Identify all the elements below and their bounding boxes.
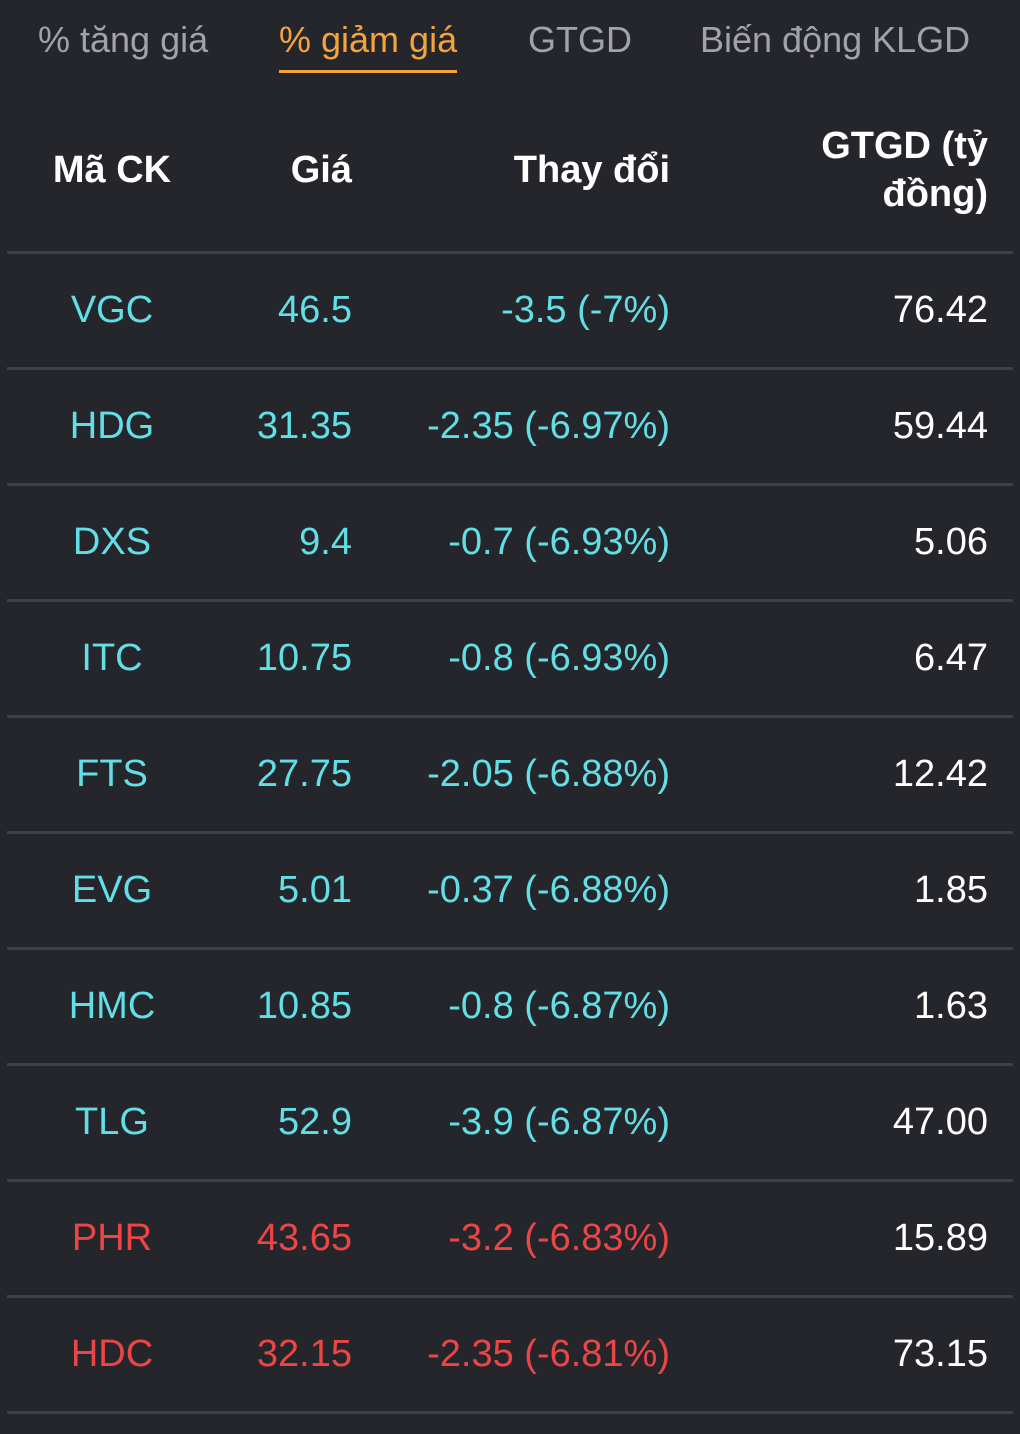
stock-change: -0.7 (-6.93%)	[352, 484, 670, 602]
stock-trading-value: 76.42	[670, 252, 1013, 370]
stock-change: -2.35 (-6.81%)	[352, 1296, 670, 1414]
table-row[interactable]: VGC 46.5 -3.5 (-7%) 76.42	[7, 252, 1013, 370]
stock-trading-value: 1.63	[670, 948, 1013, 1066]
stock-price: 46.5	[217, 252, 352, 370]
stock-change: -0.8 (-6.87%)	[352, 948, 670, 1066]
column-header-price[interactable]: Giá	[217, 88, 352, 254]
tab-top-gainers[interactable]: % tăng giá	[38, 19, 209, 60]
stock-table: Mã CK Giá Thay đổi GTGD (tỷ đồng) VGC 46…	[7, 88, 1013, 1414]
stock-symbol[interactable]: HDC	[7, 1296, 217, 1414]
stock-symbol[interactable]: FTS	[7, 716, 217, 834]
stock-trading-value: 6.47	[670, 600, 1013, 718]
tab-volume-change[interactable]: Biến động KLGD	[700, 19, 971, 60]
stock-price: 10.75	[217, 600, 352, 718]
table-row[interactable]: ITC 10.75 -0.8 (-6.93%) 6.47	[7, 600, 1013, 718]
stock-trading-value: 5.06	[670, 484, 1013, 602]
stock-symbol[interactable]: EVG	[7, 832, 217, 950]
stock-price: 10.85	[217, 948, 352, 1066]
stock-change: -0.8 (-6.93%)	[352, 600, 670, 718]
stock-symbol[interactable]: HDG	[7, 368, 217, 486]
stock-symbol[interactable]: VGC	[7, 252, 217, 370]
stock-trading-value: 73.15	[670, 1296, 1013, 1414]
stock-symbol[interactable]: ITC	[7, 600, 217, 718]
stock-trading-value: 12.42	[670, 716, 1013, 834]
table-row[interactable]: EVG 5.01 -0.37 (-6.88%) 1.85	[7, 832, 1013, 950]
stock-price: 27.75	[217, 716, 352, 834]
stock-price: 31.35	[217, 368, 352, 486]
stock-price: 9.4	[217, 484, 352, 602]
tab-trading-value[interactable]: GTGD	[528, 19, 632, 60]
table-row[interactable]: HMC 10.85 -0.8 (-6.87%) 1.63	[7, 948, 1013, 1066]
stock-price: 52.9	[217, 1064, 352, 1182]
stock-symbol[interactable]: DXS	[7, 484, 217, 602]
table-row[interactable]: FTS 27.75 -2.05 (-6.88%) 12.42	[7, 716, 1013, 834]
stock-change: -3.2 (-6.83%)	[352, 1180, 670, 1298]
stock-price: 43.65	[217, 1180, 352, 1298]
table-row[interactable]: HDG 31.35 -2.35 (-6.97%) 59.44	[7, 368, 1013, 486]
stock-trading-value: 1.85	[670, 832, 1013, 950]
table-header-row: Mã CK Giá Thay đổi GTGD (tỷ đồng)	[7, 88, 1013, 254]
stock-change: -0.37 (-6.88%)	[352, 832, 670, 950]
tab-top-losers[interactable]: % giảm giá	[279, 19, 458, 73]
table-row[interactable]: PHR 43.65 -3.2 (-6.83%) 15.89	[7, 1180, 1013, 1298]
stock-price: 32.15	[217, 1296, 352, 1414]
stock-trading-value: 15.89	[670, 1180, 1013, 1298]
stock-symbol[interactable]: PHR	[7, 1180, 217, 1298]
stock-change: -3.9 (-6.87%)	[352, 1064, 670, 1182]
tab-bar: % tăng giá % giảm giá GTGD Biến động KLG…	[0, 0, 1020, 88]
table-row[interactable]: HDC 32.15 -2.35 (-6.81%) 73.15	[7, 1296, 1013, 1414]
stock-symbol[interactable]: HMC	[7, 948, 217, 1066]
column-header-symbol[interactable]: Mã CK	[7, 88, 217, 254]
stock-change: -3.5 (-7%)	[352, 252, 670, 370]
stock-change: -2.35 (-6.97%)	[352, 368, 670, 486]
column-header-change[interactable]: Thay đổi	[352, 88, 670, 254]
stock-symbol[interactable]: TLG	[7, 1064, 217, 1182]
stock-change: -2.05 (-6.88%)	[352, 716, 670, 834]
stock-price: 5.01	[217, 832, 352, 950]
table-row[interactable]: DXS 9.4 -0.7 (-6.93%) 5.06	[7, 484, 1013, 602]
table-row[interactable]: TLG 52.9 -3.9 (-6.87%) 47.00	[7, 1064, 1013, 1182]
stock-trading-value: 47.00	[670, 1064, 1013, 1182]
stock-trading-value: 59.44	[670, 368, 1013, 486]
column-header-value[interactable]: GTGD (tỷ đồng)	[670, 88, 1013, 254]
